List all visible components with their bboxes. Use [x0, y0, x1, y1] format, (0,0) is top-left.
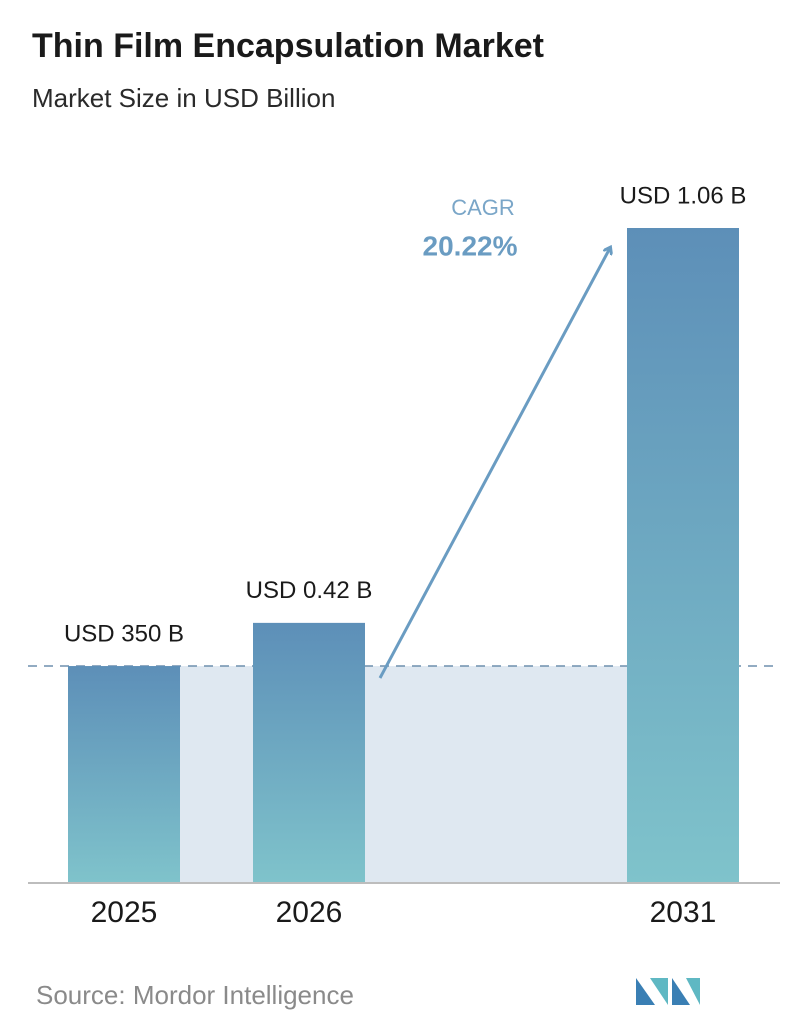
chart-subtitle: Market Size in USD Billion [32, 83, 335, 113]
value-label: USD 350 B [64, 620, 184, 647]
bar [68, 666, 180, 882]
x-tick-label: 2031 [650, 896, 717, 929]
bar [253, 622, 365, 882]
cagr-label: CAGR [451, 195, 515, 220]
x-tick-label: 2025 [91, 896, 158, 929]
source: Source: Mordor Intelligence [36, 980, 354, 1010]
cagr-value: 20.22% [423, 230, 518, 261]
logo [636, 978, 700, 1005]
cagr-arrow [378, 248, 610, 679]
value-label: USD 1.06 B [620, 182, 747, 209]
value-label: USD 0.42 B [246, 577, 373, 604]
bar [627, 228, 739, 882]
x-tick-label: 2026 [276, 896, 343, 929]
chart-title: Thin Film Encapsulation Market [32, 27, 544, 65]
